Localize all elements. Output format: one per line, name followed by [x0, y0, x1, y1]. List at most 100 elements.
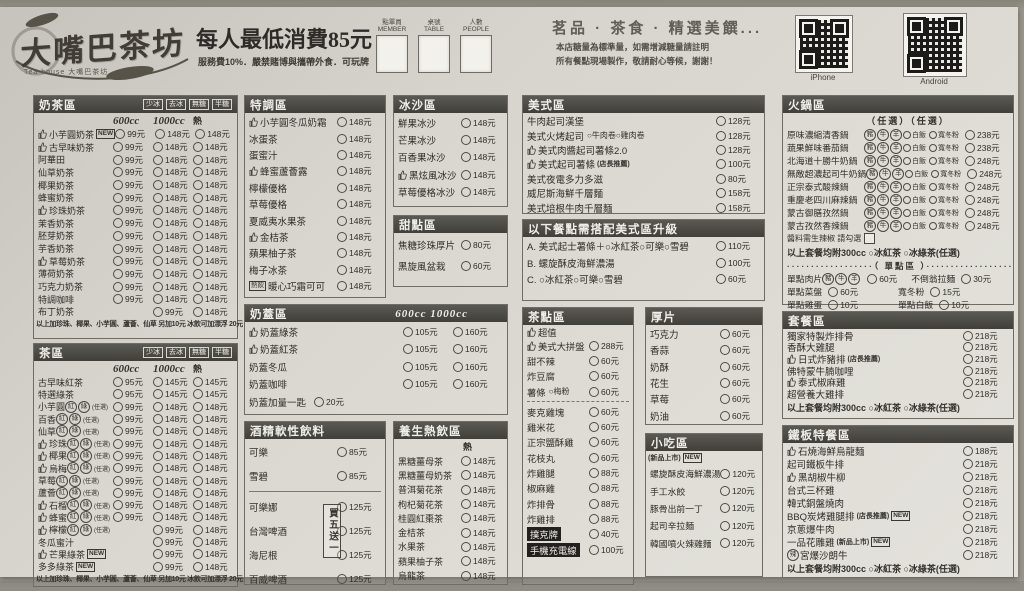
price-option[interactable]: 148元 — [153, 450, 193, 462]
price-option[interactable]: 105元 — [403, 343, 453, 355]
radio-circle[interactable] — [113, 401, 123, 412]
radio-circle[interactable] — [193, 167, 203, 178]
radio-circle[interactable] — [153, 256, 163, 267]
radio-circle[interactable] — [113, 463, 123, 474]
radio-circle[interactable] — [929, 182, 937, 191]
price-option[interactable]: 160元 — [453, 326, 503, 338]
option-tag[interactable]: 半糖 — [212, 99, 232, 110]
price-option[interactable]: 218元 — [963, 497, 1009, 509]
price-option[interactable]: 160元 — [453, 378, 503, 390]
order-field-box[interactable] — [460, 35, 492, 73]
price-option[interactable]: 60元 — [720, 377, 758, 389]
meat-option[interactable]: 牛 — [877, 180, 889, 193]
radio-circle[interactable] — [153, 512, 163, 523]
radio-circle[interactable] — [929, 221, 937, 230]
radio-circle[interactable] — [113, 180, 123, 191]
tea-color-option[interactable]: 紅 — [67, 511, 80, 524]
price-option[interactable]: 148元 — [153, 166, 193, 178]
price-option[interactable]: 218元 — [963, 353, 1009, 365]
radio-circle[interactable] — [193, 230, 203, 241]
radio-circle[interactable] — [193, 256, 203, 267]
price-option[interactable]: 148元 — [155, 128, 195, 140]
radio-circle[interactable] — [193, 414, 203, 425]
radio-circle[interactable] — [716, 188, 726, 199]
price-option[interactable]: 148元 — [193, 281, 233, 293]
meat-option[interactable]: 豬 — [864, 219, 876, 232]
price-option[interactable]: 218元 — [963, 549, 1009, 561]
radio-circle[interactable] — [314, 396, 325, 407]
radio-circle[interactable] — [193, 561, 203, 572]
price-option[interactable]: 99元 — [113, 268, 153, 280]
price-option[interactable]: 148元 — [193, 413, 233, 425]
meat-option[interactable]: 豬 — [822, 272, 835, 285]
price-option[interactable]: 148元 — [193, 179, 233, 191]
price-option[interactable]: 100元 — [716, 158, 760, 170]
price-option[interactable]: 148元 — [337, 182, 381, 194]
radio-circle[interactable] — [193, 487, 203, 498]
radio-circle[interactable] — [337, 248, 347, 259]
meat-option[interactable]: 牛 — [877, 219, 889, 232]
price-option[interactable]: 148元 — [193, 230, 233, 242]
radio-circle[interactable] — [113, 377, 123, 388]
radio-circle[interactable] — [965, 129, 975, 140]
radio-circle[interactable] — [153, 426, 163, 437]
price-option[interactable]: 120元 — [720, 468, 758, 480]
radio-circle[interactable] — [337, 149, 347, 160]
tea-color-option[interactable]: 紅 — [65, 400, 78, 413]
meat-option[interactable]: 羊 — [890, 206, 902, 219]
price-option[interactable]: 99元 — [113, 438, 153, 450]
price-option[interactable]: 60元 — [716, 273, 760, 285]
price-option[interactable]: 148元 — [193, 475, 233, 487]
radio-circle[interactable] — [153, 243, 163, 254]
radio-circle[interactable] — [113, 438, 123, 449]
price-option[interactable]: 100元 — [716, 257, 760, 269]
radio-circle[interactable] — [931, 169, 940, 178]
price-option[interactable]: 125元 — [337, 549, 381, 561]
meat-option[interactable]: 豬 — [866, 167, 879, 180]
price-option[interactable]: 158元 — [716, 187, 760, 199]
price-option[interactable]: 288元 — [589, 340, 629, 352]
radio-circle[interactable] — [720, 378, 730, 389]
side-option[interactable]: 寬冬粉 — [929, 195, 959, 205]
price-option[interactable]: 99元 — [113, 166, 153, 178]
meat-option[interactable]: 豬 — [864, 141, 876, 154]
radio-circle[interactable] — [965, 181, 975, 192]
price-option[interactable]: 218元 — [963, 330, 1009, 342]
option-tag[interactable]: 少冰 — [143, 99, 163, 110]
price-option[interactable]: 99元 — [113, 179, 153, 191]
tea-color-option[interactable]: 紅 — [67, 499, 80, 512]
radio-circle[interactable] — [461, 135, 471, 146]
radio-circle[interactable] — [153, 281, 163, 292]
radio-circle[interactable] — [461, 513, 471, 524]
price-option[interactable]: 148元 — [153, 499, 193, 511]
price-option[interactable]: 218元 — [963, 484, 1009, 496]
radio-circle[interactable] — [963, 365, 973, 376]
radio-circle[interactable] — [193, 426, 203, 437]
radio-circle[interactable] — [903, 195, 911, 204]
price-option[interactable]: 148元 — [193, 548, 233, 560]
radio-circle[interactable] — [720, 361, 730, 372]
side-option[interactable]: 白飯 — [903, 182, 926, 192]
tea-color-option[interactable]: 紅 — [67, 462, 80, 475]
price-option[interactable]: 148元 — [193, 401, 233, 413]
price-option[interactable]: 148元 — [193, 561, 233, 573]
radio-circle[interactable] — [113, 294, 123, 305]
price-option[interactable]: 99元 — [113, 401, 153, 413]
price-option[interactable]: 148元 — [153, 268, 193, 280]
radio-circle[interactable] — [963, 353, 973, 364]
radio-circle[interactable] — [153, 154, 163, 165]
radio-circle[interactable] — [193, 500, 203, 511]
price-option[interactable]: 80元 — [461, 239, 503, 251]
radio-circle[interactable] — [195, 129, 206, 140]
meat-option[interactable]: 羊 — [890, 154, 902, 167]
radio-circle[interactable] — [963, 497, 973, 508]
price-option[interactable]: 148元 — [461, 527, 503, 539]
price-option[interactable]: 145元 — [153, 388, 193, 400]
meat-option[interactable]: 羊 — [890, 141, 902, 154]
meat-option[interactable]: 豬 — [864, 128, 876, 141]
radio-circle[interactable] — [113, 167, 123, 178]
price-option[interactable]: 148元 — [461, 455, 503, 467]
price-option[interactable]: 125元 — [337, 501, 381, 513]
radio-circle[interactable] — [113, 475, 123, 486]
price-option[interactable]: 248元 — [965, 220, 1009, 232]
